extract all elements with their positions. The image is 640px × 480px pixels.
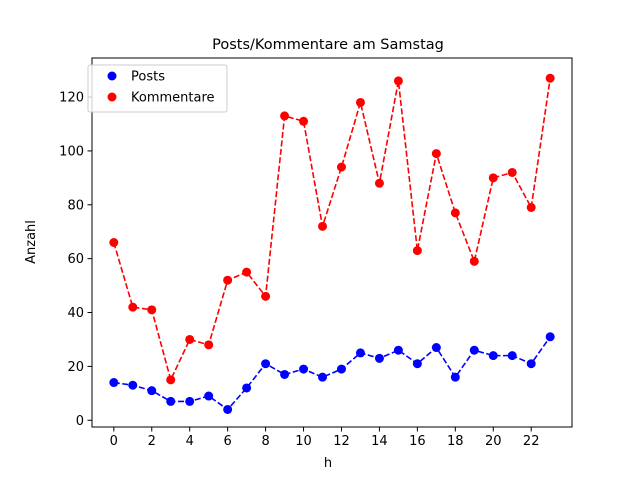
data-point-kommentare <box>223 275 233 285</box>
data-point-kommentare <box>450 208 460 218</box>
chart-title: Posts/Kommentare am Samstag <box>212 37 444 53</box>
data-point-kommentare <box>507 167 517 177</box>
data-point-posts <box>355 348 365 358</box>
data-point-posts <box>450 372 460 382</box>
y-tick-label: 80 <box>67 198 84 213</box>
legend-marker-kommentare <box>107 92 117 102</box>
legend-marker-posts <box>107 71 117 81</box>
x-axis: 0 2 4 6 8 10 12 14 16 18 20 22 <box>110 427 540 449</box>
data-point-kommentare <box>336 162 346 172</box>
data-point-posts <box>280 369 290 379</box>
data-point-posts <box>185 396 195 406</box>
data-point-posts <box>128 380 138 390</box>
data-point-kommentare <box>147 305 157 315</box>
data-point-kommentare <box>374 178 384 188</box>
data-point-posts <box>412 359 422 369</box>
series-line-kommentare <box>113 78 551 383</box>
x-tick-label: 4 <box>186 434 194 449</box>
x-tick-label: 22 <box>523 434 540 449</box>
x-tick-label: 0 <box>110 434 118 449</box>
data-point-posts <box>166 396 176 406</box>
y-tick-label: 60 <box>67 252 84 267</box>
x-tick-label: 2 <box>148 434 156 449</box>
y-tick-label: 100 <box>59 144 84 159</box>
data-point-kommentare <box>431 149 441 159</box>
x-tick-label: 18 <box>447 434 464 449</box>
x-tick-label: 20 <box>485 434 502 449</box>
x-tick-label: 16 <box>409 434 426 449</box>
data-point-posts <box>336 364 346 374</box>
data-point-kommentare <box>128 302 138 312</box>
data-point-kommentare <box>280 111 290 121</box>
data-point-kommentare <box>393 76 403 86</box>
data-point-kommentare <box>545 73 555 83</box>
data-point-posts <box>374 353 384 363</box>
x-tick-label: 10 <box>295 434 312 449</box>
x-axis-label: h <box>324 456 332 471</box>
data-point-kommentare <box>355 97 365 107</box>
legend-label-kommentare: Kommentare <box>131 91 215 106</box>
series-layer <box>109 73 555 414</box>
y-tick-label: 20 <box>67 360 84 375</box>
x-tick-label: 14 <box>371 434 388 449</box>
data-point-posts <box>261 359 271 369</box>
legend-box <box>87 64 228 113</box>
x-tick-label: 8 <box>261 434 269 449</box>
y-axis: 0 20 40 60 80 100 120 <box>59 91 92 429</box>
data-point-posts <box>318 372 328 382</box>
data-point-kommentare <box>204 340 214 350</box>
data-point-posts <box>431 343 441 353</box>
data-point-kommentare <box>261 291 271 301</box>
y-axis-label: Anzahl <box>24 220 39 264</box>
data-point-posts <box>299 364 309 374</box>
y-tick-label: 40 <box>67 306 84 321</box>
data-point-kommentare <box>318 221 328 231</box>
data-point-posts <box>109 378 119 388</box>
data-point-posts <box>545 332 555 342</box>
data-point-kommentare <box>109 238 119 247</box>
data-point-posts <box>526 359 536 369</box>
x-tick-label: 12 <box>333 434 350 449</box>
data-point-posts <box>242 383 252 393</box>
y-tick-label: 120 <box>59 91 84 106</box>
data-point-posts <box>507 351 517 361</box>
data-point-kommentare <box>185 334 195 344</box>
x-tick-label: 6 <box>224 434 232 449</box>
data-point-posts <box>147 386 157 396</box>
data-point-kommentare <box>299 116 309 126</box>
data-point-kommentare <box>469 256 479 266</box>
data-point-kommentare <box>488 173 498 183</box>
y-tick-label: 0 <box>76 414 84 429</box>
data-point-posts <box>469 345 479 355</box>
data-point-posts <box>393 345 403 355</box>
data-point-posts <box>204 391 214 401</box>
plot-frame <box>91 57 573 428</box>
data-point-kommentare <box>412 246 422 256</box>
legend: Posts Kommentare <box>87 64 228 113</box>
data-point-posts <box>223 404 233 414</box>
data-point-kommentare <box>166 375 176 385</box>
data-point-kommentare <box>242 267 252 277</box>
data-point-posts <box>488 351 498 361</box>
legend-label-posts: Posts <box>131 70 165 85</box>
data-point-kommentare <box>526 202 536 212</box>
